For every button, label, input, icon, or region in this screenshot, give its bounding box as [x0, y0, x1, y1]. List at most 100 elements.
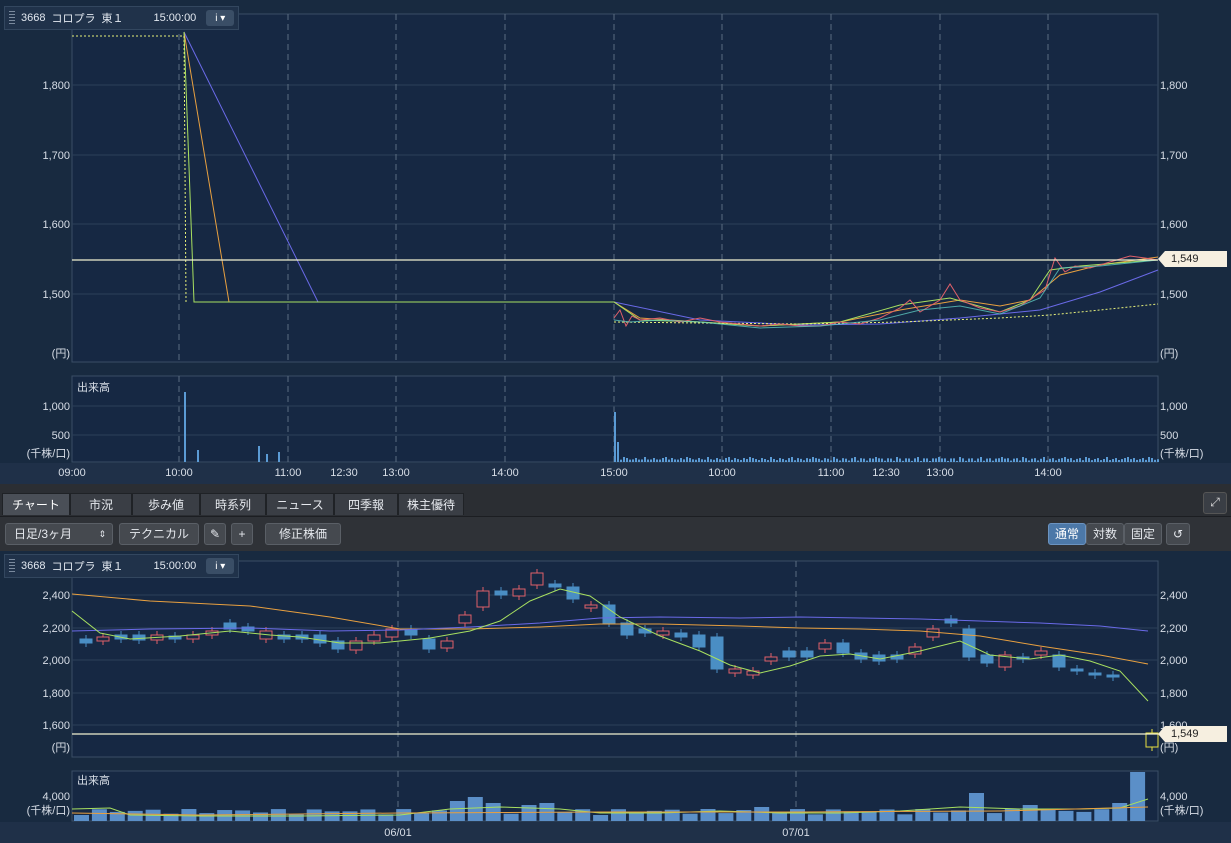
tab-news[interactable]: ニュース [266, 493, 334, 515]
volume-bar [915, 809, 931, 821]
volume-tick: 500 [1160, 430, 1178, 442]
tab-shikiho[interactable]: 四季報 [334, 493, 398, 515]
volume-bar [986, 813, 1002, 821]
volume-bar [647, 459, 649, 462]
volume-bar [109, 811, 125, 821]
volume-bar [1058, 810, 1074, 821]
last-price-tag: 1,549 [1158, 251, 1227, 267]
volume-bar [761, 458, 763, 462]
volume-unit-label: (千株/口) [27, 803, 70, 817]
volume-bar [1082, 460, 1084, 462]
period-select[interactable]: 日足/3ヶ月 ⇕ [5, 523, 113, 545]
candle-body [782, 650, 796, 658]
volume-bar [908, 458, 910, 462]
adjusted-price-button[interactable]: 修正株価 [265, 523, 341, 545]
volume-bar [896, 457, 898, 462]
stock-code: 3668 [21, 560, 46, 572]
drag-grip-icon[interactable] [9, 559, 15, 573]
expand-icon[interactable]: ⤢ [1203, 492, 1227, 514]
volume-bar [1094, 458, 1096, 462]
reset-icon[interactable]: ↺ [1166, 523, 1190, 545]
volume-bar [665, 457, 667, 462]
volume-bar [830, 460, 832, 462]
volume-bar [1106, 457, 1108, 462]
volume-bar [989, 458, 991, 462]
volume-bar [845, 458, 847, 462]
technical-button[interactable]: テクニカル [119, 523, 199, 545]
volume-bar [944, 458, 946, 462]
volume-bar [779, 458, 781, 462]
price-tick: 2,000 [42, 655, 70, 667]
volume-bar [935, 458, 937, 462]
scale-fixed-button[interactable]: 固定 [1124, 523, 1162, 545]
candle-body [1070, 668, 1084, 672]
volume-bar [824, 458, 826, 462]
price-tick: 1,600 [42, 219, 70, 231]
tab-benefits[interactable]: 株主優待 [398, 493, 464, 515]
tab-market[interactable]: 市況 [70, 493, 132, 515]
volume-bar [664, 809, 680, 821]
daily-chart-pane[interactable]: 2,400 2,200 2,000 1,800 1,600 (円) 2,400 … [0, 551, 1231, 843]
volume-bar [911, 460, 913, 462]
price-plot-area[interactable] [71, 13, 1159, 363]
volume-bar [1034, 458, 1036, 462]
scale-normal-button[interactable]: 通常 [1048, 523, 1086, 545]
tab-bar: チャート 市況 歩み値 時系列 ニュース 四季報 株主優待 [0, 492, 1231, 517]
volume-bar [716, 458, 718, 462]
candle-body [476, 590, 490, 608]
candle-body [331, 640, 345, 650]
tab-ticks[interactable]: 歩み値 [132, 493, 200, 515]
candle-body [1034, 650, 1048, 656]
volume-bar [725, 458, 727, 462]
volume-bar [790, 809, 805, 821]
volume-bar [467, 797, 483, 821]
volume-bar [662, 458, 664, 462]
volume-bar [626, 458, 628, 462]
volume-bar [1073, 460, 1075, 462]
volume-bar [713, 459, 715, 462]
tab-timeseries[interactable]: 時系列 [200, 493, 266, 515]
info-dropdown-button[interactable]: i ▾ [206, 558, 235, 574]
volume-bar [707, 457, 709, 462]
volume-bar [959, 457, 961, 462]
volume-bar [163, 813, 179, 821]
time-axis: 09:00 10:00 11:00 12:30 13:00 14:00 15:00 10:00… [58, 467, 1062, 479]
volume-bar [1040, 458, 1042, 462]
tab-chart[interactable]: チャート [2, 493, 70, 515]
stock-name: コロプラ [51, 561, 96, 573]
scale-log-button[interactable]: 対数 [1086, 523, 1124, 545]
intraday-chart[interactable]: 1,800 1,700 1,600 1,500 (円) 1,800 1,700 … [0, 0, 1231, 484]
volume-bar [962, 458, 964, 462]
volume-bar [861, 811, 877, 821]
volume-bar [692, 459, 694, 462]
last-price-tag: 1,549 [1158, 726, 1227, 742]
volume-bar [701, 459, 703, 462]
volume-bar [875, 457, 877, 462]
volume-tick: 1,000 [1160, 401, 1188, 413]
volume-bar [378, 814, 394, 821]
volume-bar [650, 459, 652, 462]
daily-price-plot-area[interactable] [71, 560, 1159, 758]
candle-body [944, 618, 958, 624]
volume-bar [1094, 809, 1110, 821]
daily-chart[interactable]: 2,400 2,200 2,000 1,800 1,600 (円) 2,400 … [0, 551, 1231, 843]
volume-bar [1085, 457, 1087, 462]
crosshair-icon[interactable]: + [231, 523, 253, 545]
volume-bar [1016, 458, 1018, 462]
intraday-chart-pane[interactable]: 1,800 1,700 1,600 1,500 (円) 1,800 1,700 … [0, 0, 1231, 484]
price-tick: 2,200 [42, 623, 70, 635]
volume-bar [1046, 460, 1048, 462]
info-dropdown-button[interactable]: i ▾ [206, 10, 235, 26]
price-tick: 1,700 [42, 150, 70, 162]
volume-bar [905, 458, 907, 462]
volume-bar [184, 392, 186, 462]
volume-bar [788, 458, 790, 462]
drag-grip-icon[interactable] [9, 11, 15, 25]
price-unit-label: (円) [1160, 742, 1178, 754]
candle-body [836, 642, 850, 654]
volume-bar [1112, 459, 1114, 462]
volume-bar [1088, 458, 1090, 462]
volume-bar [881, 458, 883, 462]
time-label: 13:00 [382, 467, 410, 479]
pen-icon[interactable]: ✎ [204, 523, 226, 545]
